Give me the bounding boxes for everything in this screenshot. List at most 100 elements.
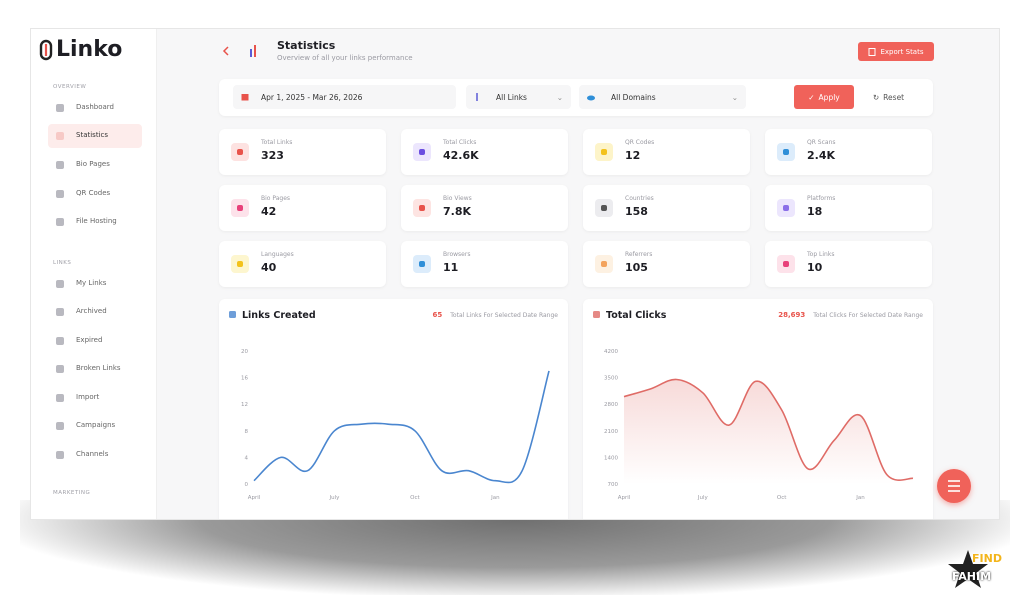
x-tick-label: Jan: [855, 495, 865, 501]
y-tick-label: 12: [241, 402, 248, 408]
x-tick-label: July: [697, 495, 709, 501]
stat-icon-glyph: [419, 205, 425, 211]
sidebar-item[interactable]: File Hosting: [48, 210, 142, 234]
sidebar-item[interactable]: Dashboard: [48, 96, 142, 120]
sidebar-icon: [56, 422, 64, 430]
back-button[interactable]: [219, 43, 233, 59]
stat-card: Countries 158: [583, 185, 750, 231]
stat-icon: [413, 199, 431, 217]
reset-button[interactable]: ↻ Reset: [872, 92, 905, 102]
chart-title: Total Clicks: [606, 310, 667, 321]
stat-label: QR Codes: [625, 139, 655, 146]
sidebar-heading: MARKETING: [53, 490, 91, 496]
stat-card: Bio Views 7.8K: [401, 185, 568, 231]
x-tick-label: Jan: [490, 495, 500, 501]
stat-card: QR Scans 2.4K: [765, 129, 932, 175]
stat-label: Total Clicks: [443, 139, 477, 146]
sidebar-item[interactable]: Broken Links: [48, 357, 142, 381]
x-tick-label: Oct: [410, 495, 420, 501]
links-select[interactable]: All Links ⌄: [466, 85, 571, 109]
filter-bar: Apr 1, 2025 - Mar 26, 2026 All Links ⌄ Al…: [219, 79, 933, 116]
sidebar-icon: [56, 308, 64, 316]
sidebar-item[interactable]: Archived: [48, 300, 142, 324]
y-tick-label: 4200: [604, 349, 618, 355]
stat-value: 11: [443, 261, 459, 274]
sidebar-icon: [56, 190, 64, 198]
stat-icon: [777, 199, 795, 217]
stat-label: Top Links: [807, 251, 835, 258]
sidebar-icon: [56, 365, 64, 373]
stat-card: Platforms 18: [765, 185, 932, 231]
stat-icon: [595, 143, 613, 161]
sidebar-icon: [56, 451, 64, 459]
stat-icon-glyph: [237, 149, 243, 155]
stat-label: Platforms: [807, 195, 836, 202]
stat-value: 12: [625, 149, 641, 162]
sidebar-icon: [56, 394, 64, 402]
stat-label: Countries: [625, 195, 654, 202]
stat-icon: [231, 143, 249, 161]
sidebar-item[interactable]: Bio Pages: [48, 153, 142, 177]
sidebar-item[interactable]: Campaigns: [48, 414, 142, 438]
stat-icon-glyph: [783, 205, 789, 211]
sidebar-item[interactable]: Expired: [48, 329, 142, 353]
stat-label: Bio Pages: [261, 195, 291, 202]
watermark-bottom: FAHIM: [952, 570, 992, 583]
watermark: FIND FAHIM: [948, 548, 1020, 592]
stat-card: Browsers 11: [401, 241, 568, 287]
stat-icon: [413, 143, 431, 161]
sidebar-item[interactable]: My Links: [48, 272, 142, 296]
sidebar-icon: [56, 337, 64, 345]
stat-card: Bio Pages 42: [219, 185, 386, 231]
sidebar-item[interactable]: Channels: [48, 443, 142, 467]
line: [253, 370, 550, 484]
sidebar-icon: [56, 132, 64, 140]
stat-value: 10: [807, 261, 823, 274]
sidebar-icon: [56, 280, 64, 288]
chart-total-label: Total Links For Selected Date Range: [449, 312, 558, 319]
y-tick-label: 3500: [604, 376, 618, 382]
date-range: Apr 1, 2025 - Mar 26, 2026: [261, 92, 363, 102]
domains-select[interactable]: All Domains ⌄: [579, 85, 746, 109]
y-tick-label: 20: [241, 349, 248, 355]
reset-label: Reset: [883, 92, 905, 102]
stat-card: QR Codes 12: [583, 129, 750, 175]
stat-value: 40: [261, 261, 277, 274]
stat-card: Top Links 10: [765, 241, 932, 287]
sidebar-icon: [56, 161, 64, 169]
stat-card: Languages 40: [219, 241, 386, 287]
sidebar-item[interactable]: QR Codes: [48, 182, 142, 206]
stat-label: QR Scans: [807, 139, 836, 146]
stat-label: Total Links: [261, 139, 293, 146]
y-tick-label: 0: [245, 482, 249, 488]
apply-button[interactable]: ✓ Apply: [794, 85, 854, 109]
chart-icon: [229, 311, 236, 318]
sidebar-item[interactable]: Statistics: [48, 124, 142, 148]
export-button[interactable]: Export Stats: [858, 42, 934, 61]
header-icon: [247, 43, 261, 59]
stat-icon: [231, 199, 249, 217]
sidebar-label: Broken Links: [76, 364, 121, 372]
y-tick-label: 2100: [604, 429, 618, 435]
x-tick-label: July: [329, 495, 341, 501]
stat-icon: [595, 255, 613, 273]
stat-value: 105: [625, 261, 648, 274]
date-picker[interactable]: Apr 1, 2025 - Mar 26, 2026: [233, 85, 456, 109]
sidebar-item[interactable]: Import: [48, 386, 142, 410]
brand: Linko: [56, 37, 123, 62]
sidebar-label: Archived: [76, 307, 107, 315]
stat-value: 7.8K: [443, 205, 472, 218]
sidebar-label: Import: [76, 393, 100, 401]
sidebar-label: QR Codes: [76, 189, 111, 197]
fab-button[interactable]: [937, 469, 971, 503]
sidebar-label: Statistics: [76, 131, 108, 139]
x-tick-label: April: [248, 495, 261, 501]
area: [624, 379, 913, 484]
stat-icon-glyph: [237, 205, 243, 211]
sidebar-label: Bio Pages: [76, 160, 110, 168]
stat-icon-glyph: [419, 261, 425, 267]
stat-label: Referrers: [625, 251, 653, 258]
stat-icon: [413, 255, 431, 273]
stat-card: Total Clicks 42.6K: [401, 129, 568, 175]
